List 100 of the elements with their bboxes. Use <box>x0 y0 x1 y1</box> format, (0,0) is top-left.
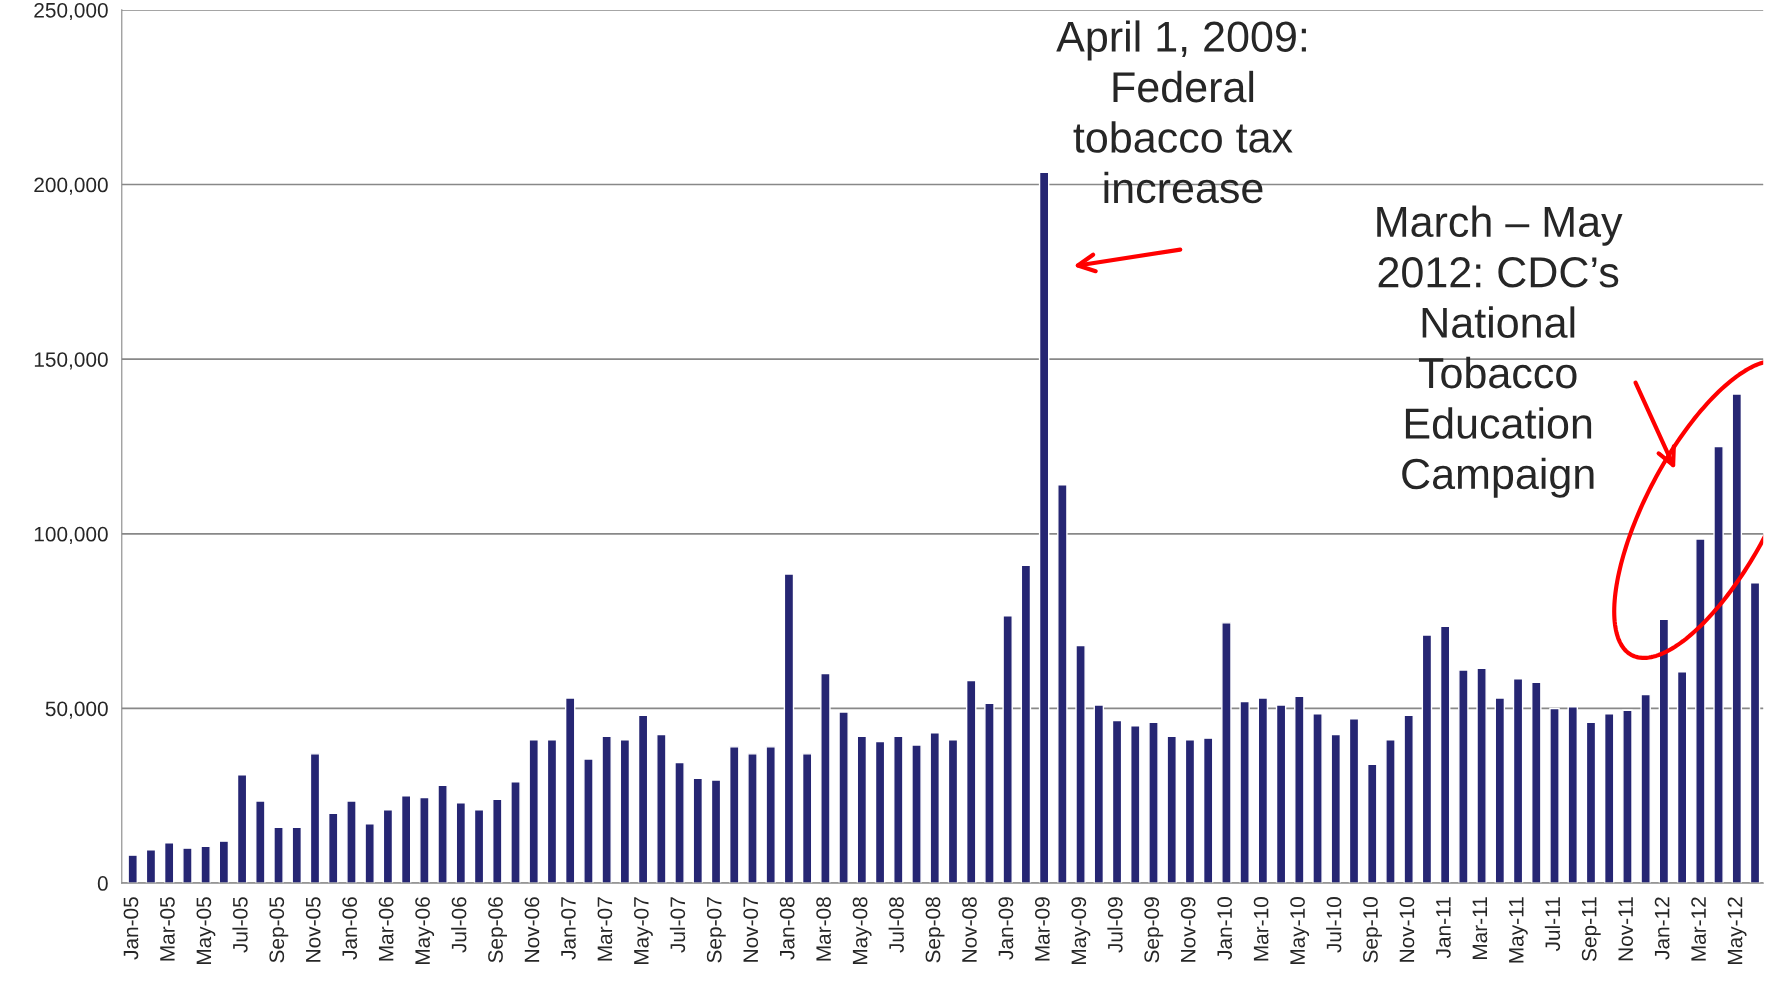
bar <box>1166 735 1177 884</box>
bar <box>1622 709 1633 884</box>
x-tick-label: Nov-07 <box>743 897 759 962</box>
bar <box>1385 739 1396 884</box>
bar <box>1366 763 1378 884</box>
bar <box>601 735 612 884</box>
x-tick-label: Nov-05 <box>305 897 321 962</box>
x-tick-label: Jan-05 <box>123 897 139 960</box>
x-tick-label: Jan-06 <box>342 897 358 960</box>
x-tick-label: Sep-07 <box>706 897 726 963</box>
bar <box>346 800 357 884</box>
x-tick-label: Nov-08 <box>962 897 977 962</box>
bar <box>127 854 138 884</box>
bar <box>747 753 758 884</box>
x-tick-label: Jul-05 <box>232 897 248 953</box>
x-tick-label: Nov-11 <box>1618 897 1634 961</box>
bar <box>1130 725 1141 884</box>
bar <box>218 840 230 884</box>
bar <box>1585 721 1597 884</box>
x-tick-label: Jul-06 <box>451 897 467 953</box>
bar <box>1603 712 1615 884</box>
bar <box>1002 615 1013 884</box>
bar <box>327 812 339 884</box>
x-tick-label: May-12 <box>1727 897 1747 965</box>
bar <box>1421 634 1433 884</box>
y-tick-label: 150,000 <box>34 352 108 370</box>
x-tick-label: Jul-11 <box>1544 897 1561 952</box>
bar <box>1531 681 1542 884</box>
bar <box>1567 706 1579 884</box>
bar <box>273 826 284 884</box>
bar <box>1239 700 1250 884</box>
x-tick-label: Sep-09 <box>1144 897 1164 963</box>
annotation: March – May 2012: CDC’s National Tobacco Education Campaign <box>1377 205 1623 498</box>
bar <box>145 849 157 884</box>
bar <box>492 798 503 884</box>
x-tick-label: Mar-05 <box>160 897 175 961</box>
y-tick-label: 250,000 <box>34 2 108 21</box>
x-tick-label: Mar-10 <box>1253 897 1269 961</box>
bar <box>455 802 467 884</box>
x-tick-label: Jul-07 <box>669 897 686 953</box>
bar <box>309 753 321 884</box>
x-tick-label: May-09 <box>1071 897 1091 965</box>
bar <box>1348 718 1360 884</box>
bar <box>692 777 704 884</box>
bar <box>564 697 576 884</box>
bar <box>1020 564 1032 884</box>
bar <box>510 781 521 884</box>
bar <box>674 761 685 884</box>
x-tick-label: Jan-07 <box>561 897 576 960</box>
bar <box>1458 669 1469 884</box>
x-tick-label: Sep-10 <box>1363 897 1382 963</box>
bar <box>710 779 722 884</box>
bar <box>1057 484 1068 884</box>
bar <box>1713 445 1724 884</box>
bar <box>874 740 886 884</box>
x-tick-label: Jan-08 <box>779 897 795 960</box>
x-tick-label: Jan-11 <box>1436 897 1451 959</box>
bar <box>1494 697 1506 884</box>
x-tick-label: May-10 <box>1290 897 1310 965</box>
bar <box>419 796 430 884</box>
bar <box>838 711 849 884</box>
bar <box>1403 714 1414 884</box>
bar <box>200 845 211 884</box>
x-tick-label: Mar-11 <box>1472 897 1488 960</box>
annotation: April 1, 2009: Federal tobacco tax increase <box>1056 20 1306 204</box>
bar <box>1275 704 1287 884</box>
bar <box>236 774 248 884</box>
bar <box>583 758 594 884</box>
bar <box>984 702 995 884</box>
bar <box>473 809 485 884</box>
x-tick-label: Nov-10 <box>1399 897 1415 962</box>
bar <box>1038 171 1050 884</box>
x-tick-label: May-05 <box>196 897 216 965</box>
bar <box>656 733 667 884</box>
bar <box>637 714 649 884</box>
bar <box>1148 721 1159 884</box>
bar <box>1312 712 1323 884</box>
bar <box>619 739 631 884</box>
bar <box>1512 678 1524 884</box>
bar <box>765 746 776 884</box>
bar <box>1549 707 1560 884</box>
x-tick-label: Jan-10 <box>1217 897 1233 960</box>
x-tick-label: Mar-07 <box>597 897 613 961</box>
x-tick-label: May-07 <box>633 897 653 965</box>
bar <box>382 809 394 884</box>
bar <box>1695 538 1706 884</box>
bar <box>528 739 539 884</box>
x-tick-label: Jan-09 <box>998 897 1014 960</box>
bar <box>1111 719 1123 884</box>
x-tick-label: Mar-08 <box>816 897 831 961</box>
bar <box>1202 737 1214 884</box>
x-tick-label: Sep-05 <box>269 897 289 963</box>
bar <box>929 732 941 884</box>
bar <box>1294 695 1305 884</box>
x-tick-label: Sep-06 <box>488 897 507 963</box>
bar <box>1439 625 1451 884</box>
bar <box>400 795 412 884</box>
bar <box>965 679 977 884</box>
x-tick-label: Jul-09 <box>1107 897 1123 953</box>
bar <box>1749 582 1761 884</box>
